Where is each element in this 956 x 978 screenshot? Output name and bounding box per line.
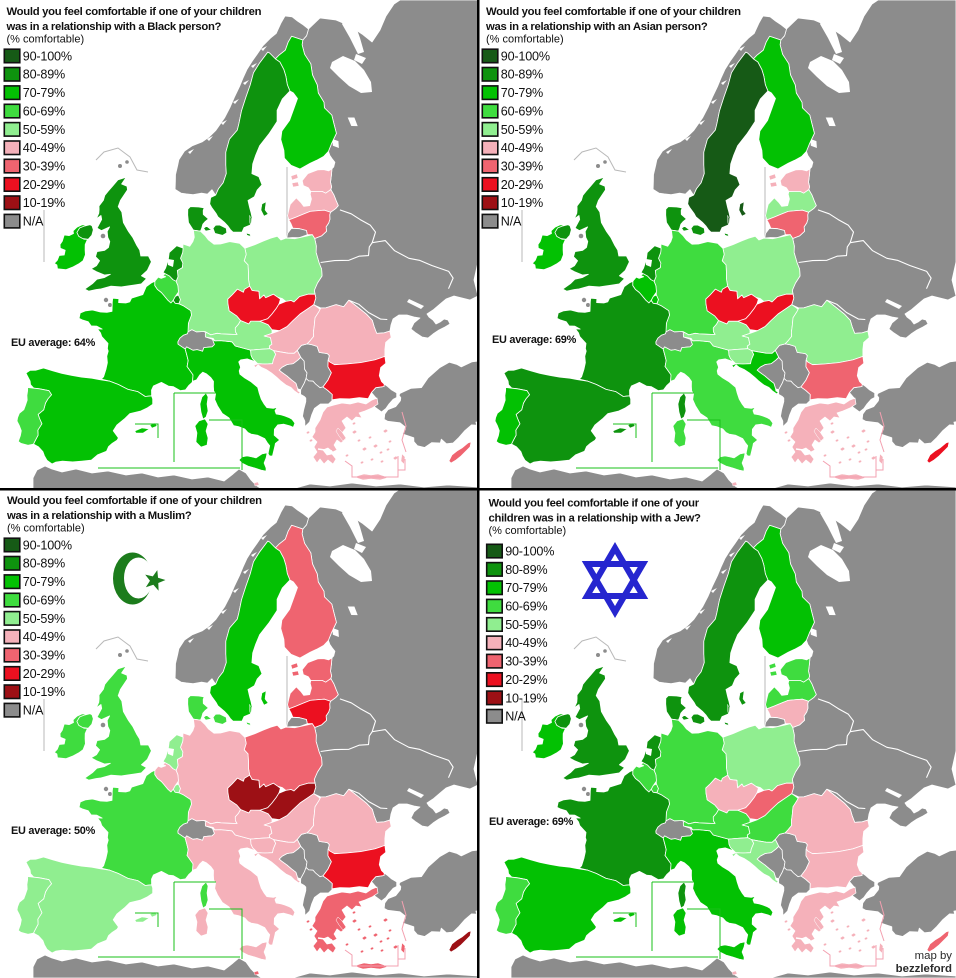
svg-text:EU average: 69%: EU average: 69%: [492, 334, 577, 346]
svg-text:Would you feel comfortable if: Would you feel comfortable if one of you…: [486, 6, 741, 18]
svg-text:bezzleford: bezzleford: [896, 963, 952, 975]
svg-text:was in a relationship with a M: was in a relationship with a Muslim?: [6, 510, 192, 522]
svg-text:EU average: 64%: EU average: 64%: [11, 337, 96, 349]
svg-text:children was in a relationship: children was in a relationship with a Je…: [489, 513, 702, 525]
svg-text:(% comfortable): (% comfortable): [7, 523, 85, 535]
svg-text:Would you feel comfortable if: Would you feel comfortable if one of you…: [7, 6, 262, 18]
svg-text:(% comfortable): (% comfortable): [7, 34, 85, 46]
svg-text:(% comfortable): (% comfortable): [489, 525, 567, 537]
svg-text:EU average: 69%: EU average: 69%: [489, 816, 574, 828]
svg-text:EU average: 50%: EU average: 50%: [11, 825, 96, 837]
svg-text:Would you feel comfortable if: Would you feel comfortable if one of you…: [489, 498, 700, 510]
svg-text:Would you feel comfortable if: Would you feel comfortable if one of you…: [7, 495, 262, 507]
svg-text:was in a relationship with a B: was in a relationship with a Black perso…: [6, 21, 222, 33]
svg-text:map by: map by: [915, 950, 953, 962]
svg-text:(% comfortable): (% comfortable): [486, 34, 564, 46]
svg-text:was in a relationship with an: was in a relationship with an Asian pers…: [485, 21, 708, 33]
